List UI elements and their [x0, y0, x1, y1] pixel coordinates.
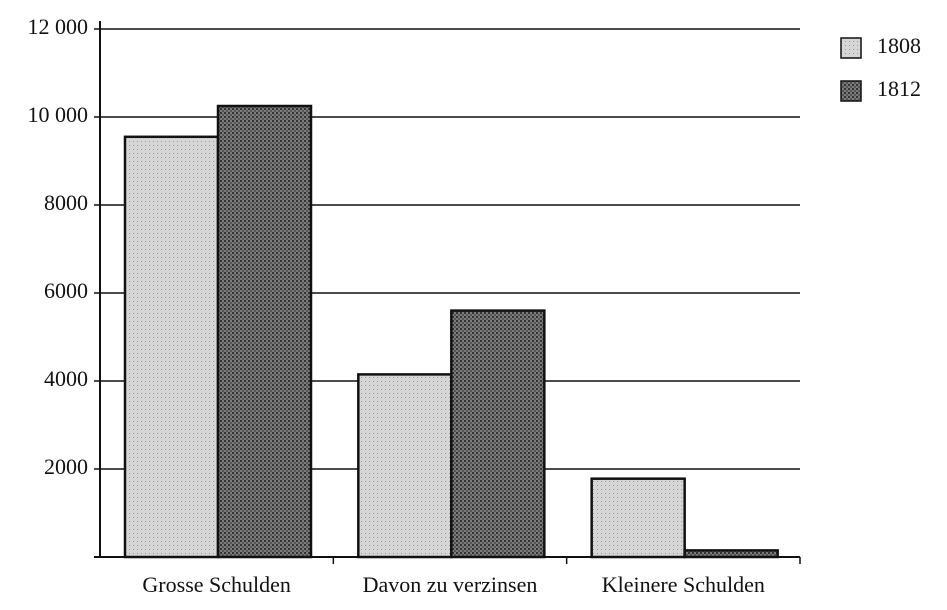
y-tick-label: 12 000: [28, 14, 89, 39]
x-tick-label: Grosse Schulden: [142, 572, 290, 597]
bar: [450, 309, 546, 559]
x-tick-label: Davon zu verzinsen: [363, 572, 538, 597]
bar: [590, 477, 686, 559]
y-tick-label: 6000: [44, 278, 88, 303]
bar: [123, 135, 220, 559]
bar: [357, 373, 453, 559]
bar: [683, 549, 779, 559]
y-tick-label: 8000: [44, 190, 88, 215]
bar: [216, 104, 313, 559]
legend-swatch: [840, 37, 862, 59]
legend-label: 1812: [877, 76, 921, 101]
legend-label: 1808: [877, 33, 921, 58]
y-tick-label: 10 000: [28, 102, 89, 127]
y-tick-label: 2000: [44, 454, 88, 479]
x-tick-label: Kleinere Schulden: [602, 572, 765, 597]
y-tick-label: 4000: [44, 366, 88, 391]
legend-swatch: [840, 80, 862, 102]
